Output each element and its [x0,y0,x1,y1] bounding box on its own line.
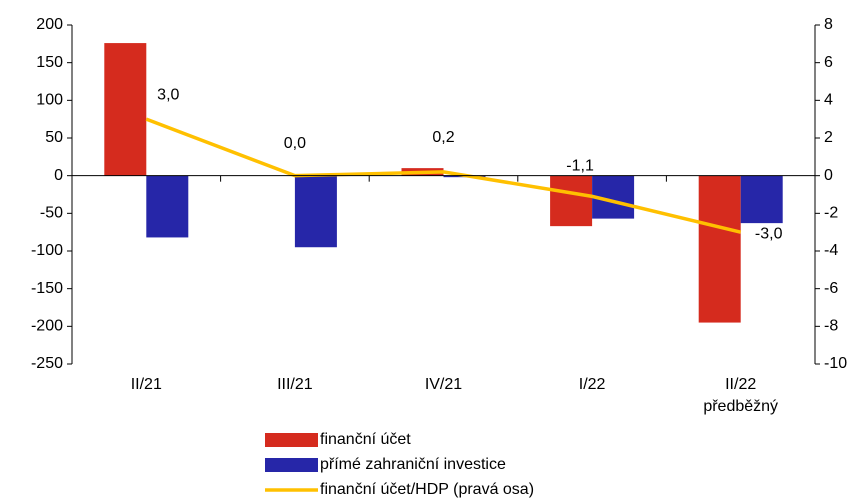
legend-label: finanční účet/HDP (pravá osa) [320,481,534,498]
x-tick-label: III/21 [277,376,313,393]
y-tick-label: -150 [31,280,63,297]
data-label: 3,0 [157,86,179,103]
x-tick-label: II/21 [130,376,162,393]
data-label: 0,0 [284,135,306,152]
bar [550,175,593,227]
y2-tick-label: 8 [824,16,833,33]
y2-tick-label: -4 [824,242,838,259]
y-tick-label: 0 [54,167,63,184]
y-tick-label: 100 [36,92,63,109]
x-tick-label: I/22 [578,376,606,393]
y-tick-label: 200 [36,16,63,33]
y2-tick-label: -8 [824,318,838,335]
y2-tick-label: -10 [824,355,847,372]
x-tick-label: II/22 předběžný [703,376,779,415]
data-label: -1,1 [566,158,594,175]
y-tick-label: -200 [31,318,63,335]
bar [698,175,741,323]
legend-swatch [265,433,318,447]
y-tick-label: -50 [40,205,63,222]
bar [740,175,783,224]
y-tick-label: -100 [31,242,63,259]
y2-tick-label: 2 [824,129,833,146]
y-tick-label: 50 [45,129,63,146]
line [145,117,742,234]
y2-tick-label: 0 [824,167,833,184]
y2-tick-label: -6 [824,280,838,297]
bar [146,175,189,238]
data-label: 0,2 [432,129,454,146]
bar [294,175,337,248]
y-tick-label: -250 [31,355,63,372]
y2-tick-label: 4 [824,92,833,109]
legend-label: přímé zahraniční investice [320,456,506,473]
bar [104,43,147,176]
y2-tick-label: -2 [824,205,838,222]
legend-label: finanční účet [320,431,411,448]
data-label: -3,0 [755,225,783,242]
y2-tick-label: 6 [824,54,833,71]
legend-swatch [265,458,318,472]
x-tick-label: IV/21 [424,376,463,393]
y-tick-label: 150 [36,54,63,71]
